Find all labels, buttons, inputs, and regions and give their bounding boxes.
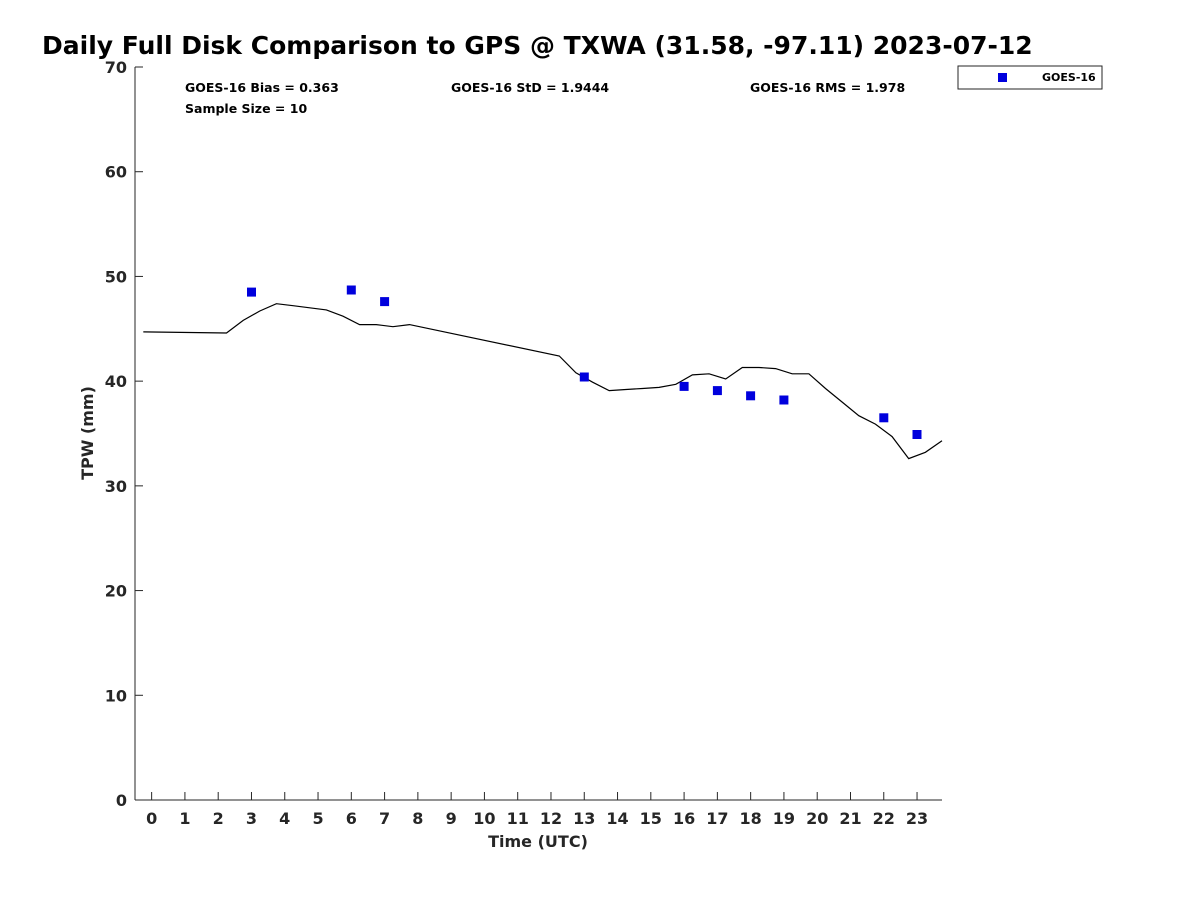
goes16-point bbox=[746, 391, 756, 401]
x-tick-label: 2 bbox=[213, 809, 224, 828]
x-tick-label: 9 bbox=[446, 809, 457, 828]
y-axis-label: TPW (mm) bbox=[78, 386, 97, 480]
x-tick-label: 7 bbox=[379, 809, 390, 828]
std-stat: GOES-16 StD = 1.9444 bbox=[451, 80, 609, 95]
y-tick-label: 40 bbox=[105, 372, 127, 391]
goes16-point bbox=[247, 287, 256, 297]
x-tick-label: 16 bbox=[673, 809, 695, 828]
x-tick-label: 12 bbox=[540, 809, 562, 828]
x-tick-label: 13 bbox=[573, 809, 595, 828]
goes16-point bbox=[679, 381, 689, 391]
rms-stat: GOES-16 RMS = 1.978 bbox=[750, 80, 905, 95]
x-axis-label: Time (UTC) bbox=[488, 832, 588, 851]
y-tick-label: 70 bbox=[105, 58, 127, 77]
x-tick-label: 23 bbox=[906, 809, 928, 828]
x-tick-label: 18 bbox=[740, 809, 762, 828]
goes16-point bbox=[912, 430, 922, 439]
y-tick-label: 20 bbox=[105, 582, 127, 601]
goes16-point bbox=[712, 386, 722, 396]
x-tick-label: 10 bbox=[473, 809, 495, 828]
legend-box bbox=[957, 65, 1103, 90]
y-tick-label: 10 bbox=[105, 686, 127, 705]
goes16-point bbox=[779, 395, 789, 405]
x-tick-label: 6 bbox=[346, 809, 357, 828]
legend-label-goes16: GOES-16 bbox=[1042, 71, 1096, 84]
x-tick-label: 19 bbox=[773, 809, 795, 828]
goes16-point bbox=[380, 297, 390, 307]
x-tick-label: 15 bbox=[640, 809, 662, 828]
x-tick-label: 1 bbox=[179, 809, 190, 828]
goes16-point bbox=[579, 372, 589, 382]
y-tick-label: 30 bbox=[105, 477, 127, 496]
goes16-point bbox=[346, 285, 356, 295]
x-tick-label: 3 bbox=[246, 809, 257, 828]
sample-size-stat: Sample Size = 10 bbox=[185, 101, 307, 116]
x-tick-label: 4 bbox=[279, 809, 290, 828]
x-tick-label: 21 bbox=[839, 809, 861, 828]
y-tick-label: 60 bbox=[105, 163, 127, 182]
x-tick-label: 8 bbox=[412, 809, 423, 828]
x-ticks: 0 1 2 3 4 5 6 7 8 9 10 11 12 13 14 15 16 17 18 19 20 21 22 23 bbox=[146, 792, 928, 828]
chart-title: Daily Full Disk Comparison to GPS @ TXWA… bbox=[42, 31, 1033, 60]
legend: GOES-16 bbox=[957, 65, 1103, 90]
y-tick-label: 0 bbox=[116, 791, 127, 810]
x-tick-label: 17 bbox=[706, 809, 728, 828]
x-tick-label: 22 bbox=[873, 809, 895, 828]
goes16-point bbox=[879, 413, 889, 423]
x-tick-label: 0 bbox=[146, 809, 157, 828]
y-tick-label: 50 bbox=[105, 267, 127, 286]
x-tick-label: 14 bbox=[606, 809, 628, 828]
x-tick-label: 20 bbox=[806, 809, 828, 828]
series-layer bbox=[143, 285, 943, 460]
legend-marker-goes16 bbox=[998, 73, 1007, 82]
gps-tpw-line bbox=[143, 303, 943, 460]
y-ticks: 0 10 20 30 40 50 60 70 bbox=[105, 58, 143, 810]
bias-stat: GOES-16 Bias = 0.363 bbox=[185, 80, 339, 95]
x-tick-label: 11 bbox=[507, 809, 529, 828]
x-tick-label: 5 bbox=[312, 809, 323, 828]
